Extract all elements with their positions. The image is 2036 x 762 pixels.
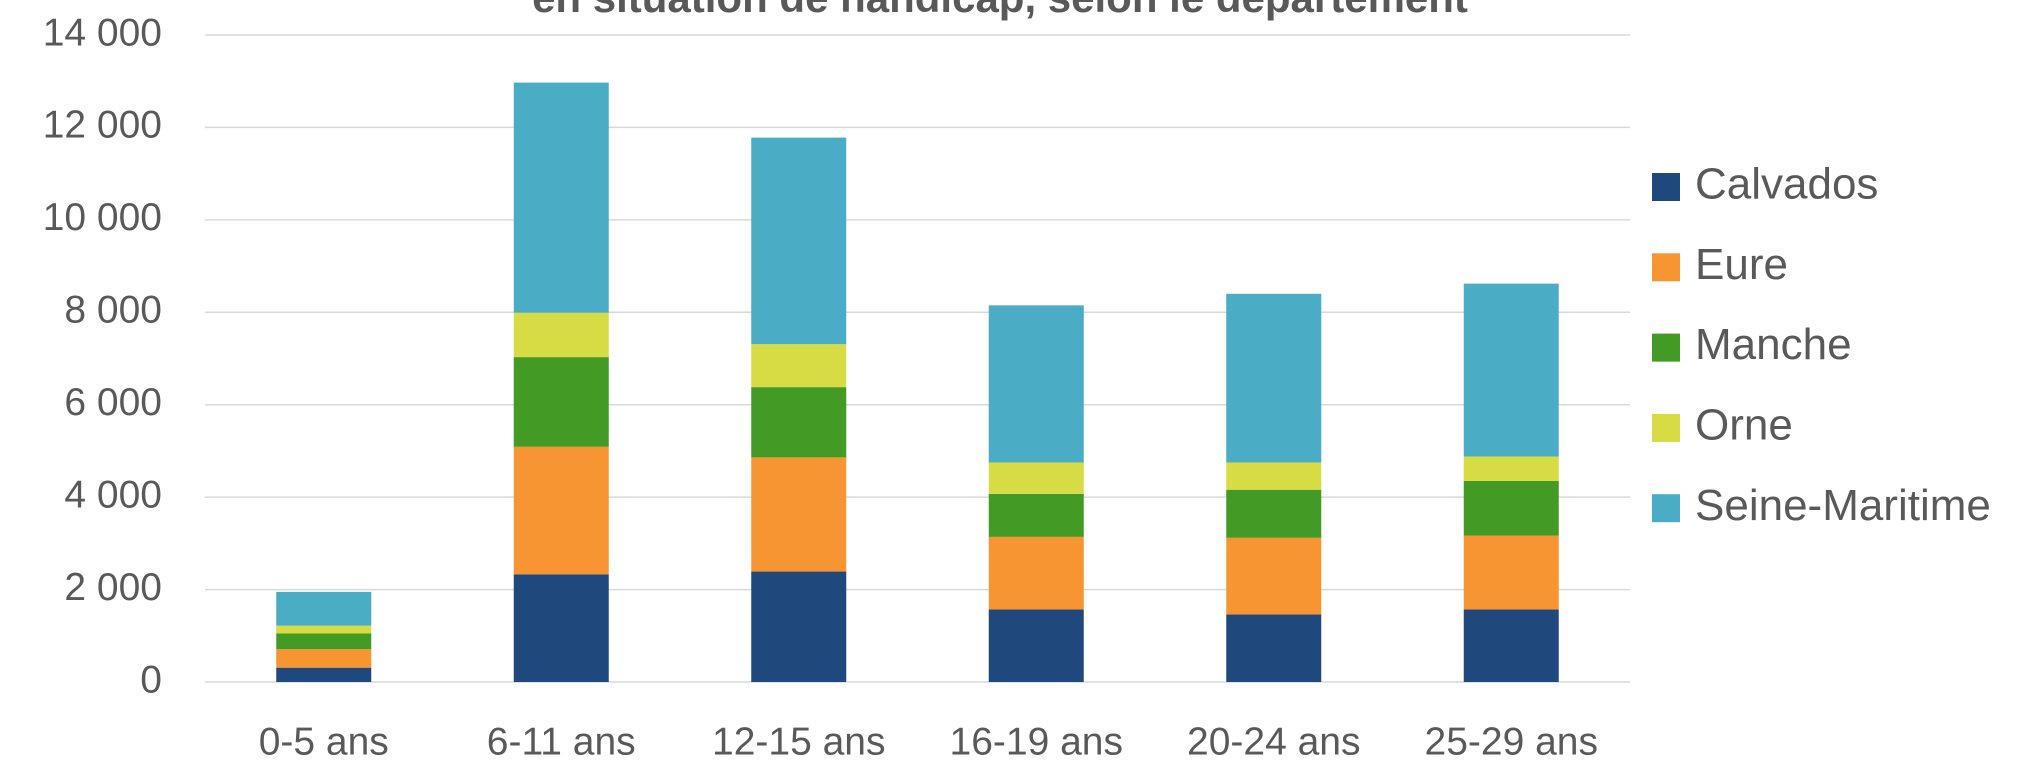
x-tick-label: 12-15 ans bbox=[712, 720, 885, 762]
bar-segment bbox=[1226, 293, 1322, 463]
y-tick-label: 0 bbox=[140, 658, 162, 701]
bar-segment bbox=[988, 536, 1084, 610]
bar-segment bbox=[751, 137, 847, 345]
bar-segment bbox=[751, 387, 847, 458]
bar-segment bbox=[276, 667, 372, 682]
bar-segment bbox=[276, 591, 372, 626]
legend-swatch bbox=[1652, 494, 1680, 523]
legend-swatch bbox=[1652, 333, 1680, 362]
bar-segment bbox=[513, 82, 609, 313]
legend-swatch bbox=[1652, 173, 1680, 201]
bar-segment bbox=[1463, 456, 1559, 481]
legend-swatch bbox=[1652, 413, 1680, 442]
bar-segment bbox=[1226, 614, 1322, 682]
bar-segment bbox=[513, 574, 609, 682]
bar-segment bbox=[1226, 462, 1322, 490]
y-tick-label: 12 000 bbox=[43, 104, 162, 147]
bar-segment bbox=[513, 312, 609, 358]
x-tick-label: 25-29 ans bbox=[1425, 720, 1598, 762]
bar-segment bbox=[751, 571, 847, 682]
legend-label: Calvados bbox=[1695, 160, 1878, 209]
x-tick-label: 20-24 ans bbox=[1187, 720, 1360, 762]
bar-segment bbox=[988, 462, 1084, 494]
bar-segment bbox=[1226, 489, 1322, 538]
bar-segment bbox=[513, 446, 609, 575]
x-tick-label: 6-11 ans bbox=[487, 720, 636, 762]
bar-segment bbox=[513, 357, 609, 447]
y-tick-label: 4 000 bbox=[64, 473, 162, 516]
bar-segment bbox=[751, 457, 847, 572]
bar-segment bbox=[1463, 535, 1559, 610]
x-tick-label: 16-19 ans bbox=[950, 720, 1123, 762]
y-tick-label: 6 000 bbox=[64, 381, 162, 424]
legend-label: Manche bbox=[1695, 320, 1852, 369]
bar-segment bbox=[276, 625, 372, 634]
y-tick-label: 14 000 bbox=[43, 11, 162, 54]
bar-segment bbox=[1463, 480, 1559, 536]
y-tick-label: 10 000 bbox=[43, 196, 162, 239]
bar-segment bbox=[988, 609, 1084, 682]
legend-swatch bbox=[1652, 253, 1680, 282]
legend-label: Eure bbox=[1695, 240, 1788, 289]
bar-segment bbox=[988, 493, 1084, 537]
bar-segment bbox=[988, 305, 1084, 463]
bar-segment bbox=[1463, 283, 1559, 457]
legend-label: Orne bbox=[1695, 401, 1793, 450]
chart-title: en situation de handicap, selon le dépar… bbox=[532, 0, 1468, 21]
y-tick-label: 2 000 bbox=[64, 566, 162, 609]
bar-segment bbox=[276, 649, 372, 668]
bar-segment bbox=[1463, 609, 1559, 682]
bar-segment bbox=[276, 633, 372, 650]
legend-label: Seine-Maritime bbox=[1695, 481, 1991, 530]
x-tick-label: 0-5 ans bbox=[259, 720, 389, 762]
bar-segment bbox=[751, 344, 847, 388]
y-tick-label: 8 000 bbox=[64, 289, 162, 332]
bar-segment bbox=[1226, 537, 1322, 615]
